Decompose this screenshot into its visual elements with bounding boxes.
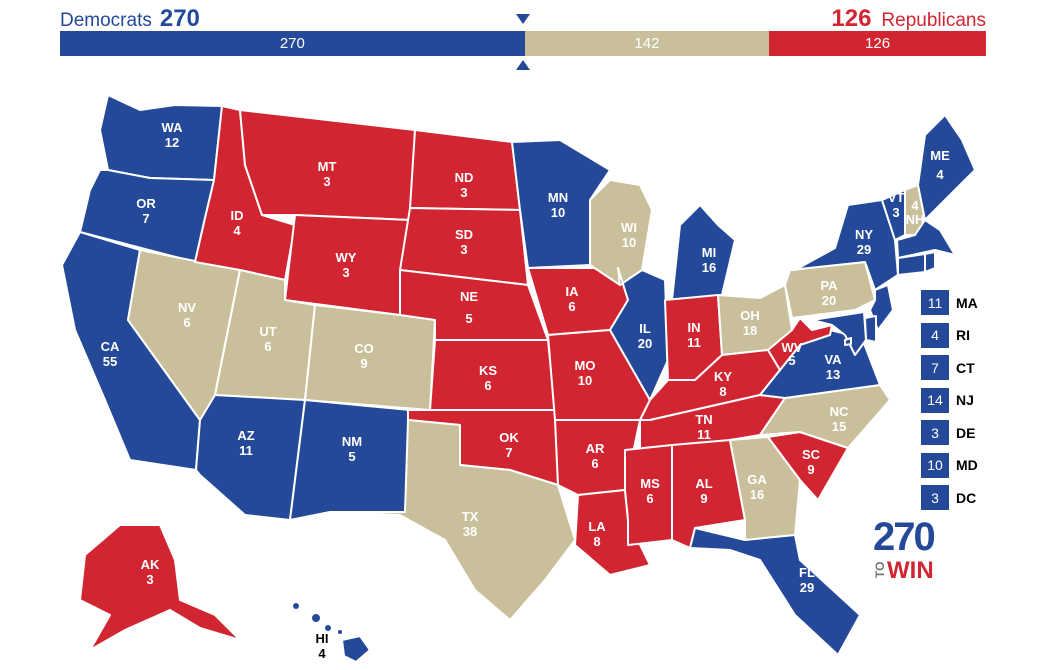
- label-nh: 4 NH: [906, 198, 925, 227]
- label-ga: GA 16: [747, 472, 767, 502]
- small-state-abbr: MA: [956, 294, 978, 311]
- label-wa: WA 12: [162, 120, 184, 150]
- small-state-ev: 4: [921, 322, 949, 348]
- label-az: AZ 11: [237, 428, 254, 458]
- small-state-ma[interactable]: 11 MA: [921, 290, 978, 315]
- state-ct[interactable]: [897, 253, 926, 276]
- label-va: VA 13: [824, 352, 842, 382]
- small-state-abbr: NJ: [956, 392, 974, 408]
- label-ne: NE 5: [460, 289, 478, 326]
- small-state-de[interactable]: 3 DE: [921, 420, 978, 445]
- label-al: AL 9: [695, 476, 712, 506]
- state-labels: WA 12 OR 7 CA 55 NV 6 ID 4 MT 3 WY 3 UT 6 CO 9 AZ…: [101, 120, 950, 661]
- label-ak: AK 3: [141, 557, 160, 587]
- label-ks: KS 6: [479, 363, 497, 393]
- label-la: LA 8: [588, 519, 606, 549]
- state-wi[interactable]: [589, 179, 653, 286]
- republicans-total: 126: [831, 5, 872, 32]
- small-state-md[interactable]: 10 MD: [921, 452, 978, 478]
- label-sc: SC 9: [802, 447, 821, 477]
- label-hi: HI 4: [316, 631, 329, 661]
- state-wa[interactable]: [99, 94, 223, 181]
- state-hi[interactable]: [291, 601, 371, 663]
- small-state-ev: 11: [921, 290, 949, 315]
- label-mo: MO 10: [575, 358, 596, 388]
- small-state-ev: 3: [921, 485, 949, 510]
- label-co: CO 9: [354, 341, 374, 371]
- label-wi: WI 10: [621, 220, 637, 250]
- label-mt: MT 3: [318, 159, 337, 189]
- small-state-ev: 10: [921, 452, 949, 478]
- label-or: OR 7: [136, 196, 156, 226]
- label-ny: NY 29: [855, 227, 873, 257]
- label-mn: MN 10: [548, 190, 568, 220]
- small-state-ev: 3: [921, 420, 949, 445]
- small-state-nj[interactable]: 14 NJ: [921, 387, 978, 413]
- state-ak[interactable]: [79, 524, 241, 651]
- 270-marker-bottom-icon: [516, 60, 530, 70]
- label-nv: NV 6: [178, 300, 196, 330]
- electoral-vote-bar: 270 142 126: [60, 31, 986, 56]
- bar-segment-democrats: 270: [60, 31, 525, 56]
- bar-segment-republicans: 126: [769, 31, 986, 56]
- democrats-total: 270: [159, 5, 200, 32]
- label-nc: NC 15: [830, 404, 849, 434]
- state-md[interactable]: [811, 311, 867, 356]
- label-ia: IA 6: [566, 284, 580, 314]
- small-state-ev: 14: [921, 387, 949, 413]
- label-tx: TX 38: [462, 509, 479, 539]
- label-fl: FL 29: [799, 565, 815, 595]
- 270towin-logo[interactable]: 270 TOWIN: [873, 517, 953, 585]
- label-me: ME 4: [930, 148, 950, 182]
- 270-marker-top-icon: [516, 14, 530, 24]
- label-oh: OH 18: [740, 308, 760, 338]
- small-state-abbr: CT: [956, 359, 975, 376]
- small-state-abbr: MD: [956, 457, 978, 473]
- logo-win: WIN: [887, 557, 934, 584]
- label-vt: VT 3: [888, 190, 905, 220]
- label-ca: CA 55: [101, 339, 120, 369]
- label-wy: WY 3: [336, 250, 357, 280]
- label-id: ID 4: [231, 208, 244, 238]
- label-wv: WV 5: [782, 340, 803, 368]
- republicans-header: 126 Republicans: [831, 5, 986, 33]
- small-state-ev: 7: [921, 355, 949, 380]
- logo-number: 270: [873, 515, 936, 559]
- small-state-abbr: DE: [956, 424, 976, 441]
- state-tx[interactable]: [329, 419, 576, 621]
- label-in: IN 11: [687, 320, 701, 350]
- label-sd: SD 3: [455, 227, 473, 257]
- label-nd: ND 3: [455, 170, 474, 200]
- republicans-label: Republicans: [881, 10, 986, 31]
- bar-segment-tossup: 142: [524, 31, 770, 56]
- small-states-legend: 11 MA 4 RI 7 CT 14 NJ 3 DE 10 MD 3 DC: [921, 290, 978, 518]
- label-ut: UT 6: [259, 324, 276, 354]
- us-electoral-map: WA 12 OR 7 CA 55 NV 6 ID 4 MT 3 WY 3 UT 6 CO 9 AZ…: [61, 94, 976, 663]
- label-mi: MI 16: [702, 245, 716, 275]
- label-nm: NM 5: [342, 434, 362, 464]
- label-tn: TN 11: [695, 412, 712, 442]
- small-state-abbr: DC: [956, 489, 977, 506]
- democrats-label: Democrats: [60, 10, 152, 31]
- small-state-abbr: RI: [956, 327, 970, 343]
- label-ar: AR 6: [586, 441, 605, 471]
- state-ny[interactable]: [789, 199, 899, 291]
- state-fl[interactable]: [689, 527, 861, 656]
- small-state-ct[interactable]: 7 CT: [921, 355, 978, 380]
- label-ky: KY 8: [714, 369, 732, 399]
- state-ri[interactable]: [924, 251, 936, 273]
- small-state-dc[interactable]: 3 DC: [921, 485, 978, 510]
- label-pa: PA 20: [820, 278, 838, 308]
- state-dc[interactable]: [844, 337, 852, 346]
- state-me[interactable]: [917, 114, 976, 221]
- small-state-ri[interactable]: 4 RI: [921, 322, 978, 348]
- logo-to: TO: [873, 561, 887, 578]
- label-il: IL 20: [638, 321, 652, 351]
- label-ms: MS 6: [640, 476, 660, 506]
- state-co[interactable]: [304, 304, 436, 411]
- democrats-header: Democrats 270: [60, 5, 200, 33]
- label-ok: OK 7: [499, 430, 519, 460]
